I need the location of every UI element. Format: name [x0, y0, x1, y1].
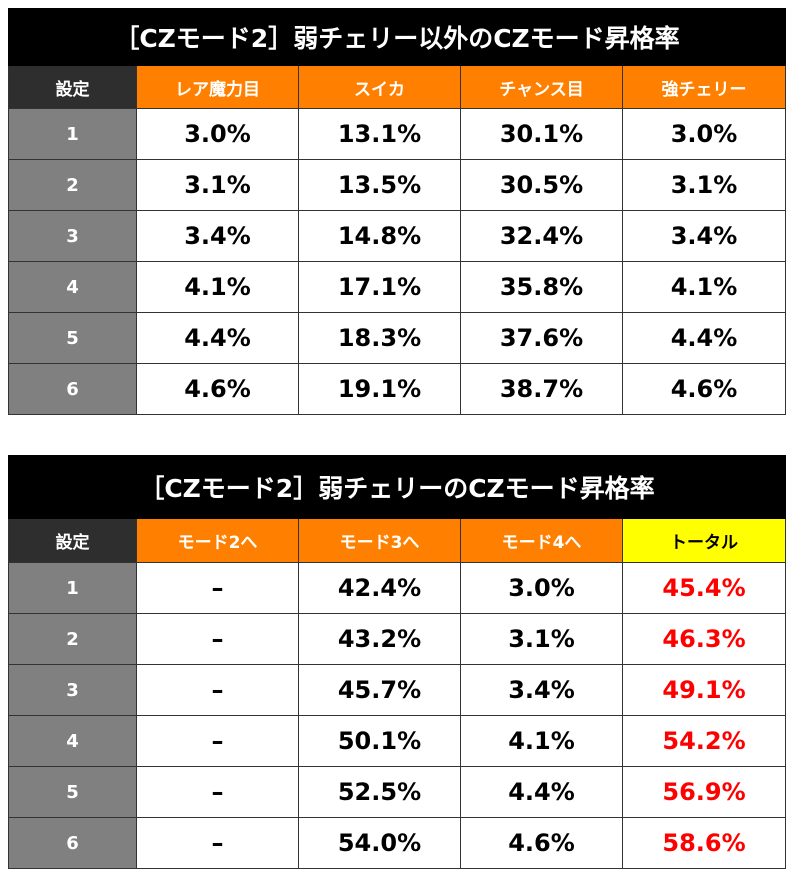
rate-cell: 4.6% — [621, 363, 787, 415]
table-row: 3 3.4% 14.8% 32.4% 3.4% — [8, 210, 787, 262]
table-row: 6–54.0% 4.6% 58.6% — [8, 817, 787, 869]
column-header: 設定 — [8, 65, 137, 109]
table-row: 1–42.4% 3.0% 45.4% — [8, 562, 787, 614]
rate-cell: 3.4% — [136, 210, 299, 262]
rate-cell: – — [136, 664, 299, 716]
rate-cell: 49.1% — [621, 664, 787, 716]
setting-cell: 1 — [8, 108, 137, 160]
rate-cell: 45.7% — [298, 664, 461, 716]
rate-cell: 13.5% — [298, 159, 461, 211]
table-title: ［CZモード2］弱チェリー以外のCZモード昇格率 — [7, 8, 787, 66]
rate-cell: 30.1% — [460, 108, 623, 160]
rate-cell: 54.0% — [298, 817, 461, 869]
cz-upgrade-table-non-weak-cherry: ［CZモード2］弱チェリー以外のCZモード昇格率 設定 レア魔力目 スイカ チャンス目強… — [7, 8, 787, 415]
rate-cell: – — [136, 562, 299, 614]
rate-cell: 3.1% — [460, 613, 623, 665]
setting-cell: 6 — [8, 817, 137, 869]
rate-cell: 3.4% — [621, 210, 787, 262]
cz-upgrade-table-weak-cherry: ［CZモード2］弱チェリーのCZモード昇格率 設定 モード2へ モード3へ モード4へト… — [7, 455, 787, 869]
table-row: 6 4.6% 19.1% 38.7% 4.6% — [8, 363, 787, 415]
setting-cell: 4 — [8, 261, 137, 313]
rate-cell: 30.5% — [460, 159, 623, 211]
setting-cell: 2 — [8, 159, 137, 211]
rate-cell: 19.1% — [298, 363, 461, 415]
setting-cell: 1 — [8, 562, 137, 614]
rate-cell: 13.1% — [298, 108, 461, 160]
rate-cell: 37.6% — [460, 312, 623, 364]
column-header: スイカ — [298, 65, 461, 109]
table-row: 4 4.1% 17.1% 35.8% 4.1% — [8, 261, 787, 313]
rate-cell: 4.6% — [460, 817, 623, 869]
rate-cell: 4.6% — [136, 363, 299, 415]
rate-cell: 56.9% — [621, 766, 787, 818]
rate-cell: 17.1% — [298, 261, 461, 313]
rate-cell: 4.1% — [136, 261, 299, 313]
setting-cell: 5 — [8, 312, 137, 364]
table-row: 2–43.2% 3.1% 46.3% — [8, 613, 787, 665]
column-header: モード3へ — [298, 518, 461, 563]
rate-cell: 3.1% — [136, 159, 299, 211]
rate-cell: 3.4% — [460, 664, 623, 716]
rate-cell: 4.1% — [621, 261, 787, 313]
column-header: 設定 — [8, 518, 137, 563]
rate-cell: 4.4% — [460, 766, 623, 818]
setting-cell: 6 — [8, 363, 137, 415]
column-header: チャンス目 — [460, 65, 623, 109]
rate-cell: 52.5% — [298, 766, 461, 818]
rate-cell: 46.3% — [621, 613, 787, 665]
table-row: 5 4.4% 18.3% 37.6% 4.4% — [8, 312, 787, 364]
rate-cell: 58.6% — [621, 817, 787, 869]
rate-cell: 35.8% — [460, 261, 623, 313]
column-header: 強チェリー — [621, 65, 787, 109]
setting-cell: 3 — [8, 210, 137, 262]
rate-cell: 14.8% — [298, 210, 461, 262]
rate-cell: 4.1% — [460, 715, 623, 767]
rate-cell: 3.0% — [621, 108, 787, 160]
column-header: トータル — [621, 518, 787, 563]
rate-cell: 3.0% — [136, 108, 299, 160]
rate-cell: 45.4% — [621, 562, 787, 614]
setting-cell: 2 — [8, 613, 137, 665]
table-row: 5–52.5% 4.4% 56.9% — [8, 766, 787, 818]
rate-cell: 4.4% — [136, 312, 299, 364]
column-header: モード2へ — [136, 518, 299, 563]
rate-cell: 43.2% — [298, 613, 461, 665]
column-header: モード4へ — [460, 518, 623, 563]
rate-cell: – — [136, 766, 299, 818]
rate-cell: 3.1% — [621, 159, 787, 211]
rate-cell: – — [136, 613, 299, 665]
setting-cell: 3 — [8, 664, 137, 716]
table-title: ［CZモード2］弱チェリーのCZモード昇格率 — [7, 455, 787, 519]
table-row: 3–45.7% 3.4% 49.1% — [8, 664, 787, 716]
table-row: 2 3.1% 13.5% 30.5% 3.1% — [8, 159, 787, 211]
rate-cell: 42.4% — [298, 562, 461, 614]
table-row: 1 3.0% 13.1% 30.1% 3.0% — [8, 108, 787, 160]
rate-cell: 38.7% — [460, 363, 623, 415]
rate-cell: 4.4% — [621, 312, 787, 364]
rate-cell: – — [136, 715, 299, 767]
rate-cell: 32.4% — [460, 210, 623, 262]
rate-cell: 18.3% — [298, 312, 461, 364]
rate-cell: 50.1% — [298, 715, 461, 767]
table-row: 4–50.1% 4.1% 54.2% — [8, 715, 787, 767]
setting-cell: 4 — [8, 715, 137, 767]
rate-cell: 54.2% — [621, 715, 787, 767]
column-header: レア魔力目 — [136, 65, 299, 109]
setting-cell: 5 — [8, 766, 137, 818]
rate-cell: 3.0% — [460, 562, 623, 614]
rate-cell: – — [136, 817, 299, 869]
